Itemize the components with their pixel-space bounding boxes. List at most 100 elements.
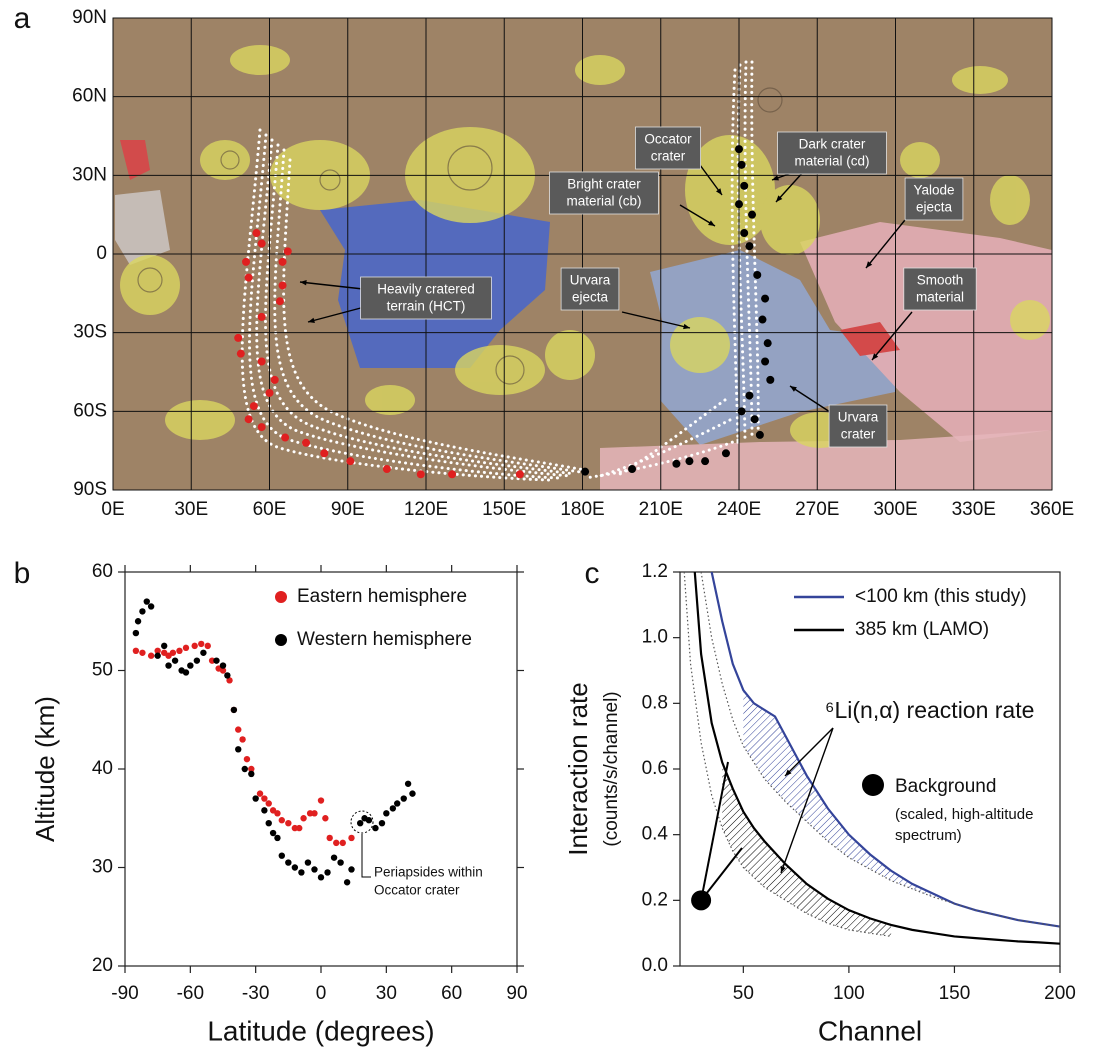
hatch-area [722,762,892,937]
data-point [219,662,227,669]
y-tick-label: 60S [73,400,107,421]
data-point [213,657,220,664]
x-tick-label: 90 [506,983,527,1004]
annotation-box [903,267,977,311]
annotation-text: ejecta [916,200,953,215]
y-axis-title: Altitude (km) [30,696,60,842]
data-point [416,470,425,479]
y-tick-label: 0.0 [642,955,668,976]
annotation-box [777,131,887,175]
x-tick-label: -60 [177,983,204,1004]
map-annotation: Heavily cratered terrain (HCT) [299,276,492,323]
annotation-box [549,171,659,215]
arrow-head [772,175,779,181]
data-point [265,388,274,397]
annotation-box [360,276,492,320]
data-point [372,824,379,832]
panel-label: b [14,557,31,590]
data-point [672,459,681,468]
data-point [249,402,258,411]
data-point [761,357,770,366]
x-tick-label: -30 [242,983,269,1004]
x-tick-label: 90E [331,499,365,520]
y-tick-label: 60 [92,561,113,582]
y-tick-label: 30 [92,857,113,878]
annotation-text: Urvara [838,410,879,425]
data-point [326,834,333,842]
x-axis-title: Latitude (degrees) [207,1015,434,1046]
x-tick-label: 30E [174,499,208,520]
annotation-leader [361,834,371,878]
data-point [239,736,246,743]
arrow-head [708,220,715,226]
data-point [252,229,261,238]
data-point [265,819,272,827]
panel-label: c [585,557,600,590]
data-point [317,874,325,881]
data-point [357,819,364,827]
data-point [182,669,190,676]
x-tick-label: 150 [939,983,971,1004]
data-point [278,852,285,859]
data-point [244,415,253,424]
data-point [256,790,264,797]
x-tick-label: 30 [376,983,397,1004]
data-point [766,375,775,384]
y-tick-label: 0.2 [642,889,668,910]
x-tick-label: -90 [111,983,138,1004]
data-point [147,652,155,659]
x-tick-label: 100 [833,983,865,1004]
data-point [320,449,329,458]
x-tick-label: 180E [560,499,604,520]
x-tick-label: 0 [316,983,327,1004]
arrow-head [790,386,797,392]
data-point [721,449,730,458]
annotation-text: material (cb) [566,194,641,209]
arrow-head [308,317,315,323]
data-point [165,662,172,669]
data-point [226,677,233,684]
data-point [745,242,754,251]
data-point [311,866,318,873]
data-point [248,770,255,778]
map-annotation: Occator crater [635,126,723,196]
data-point [171,657,179,664]
annotation-arrow [789,385,831,413]
data-point [270,375,279,384]
data-point [242,257,251,266]
annotation-box [904,177,964,221]
data-point [758,315,767,324]
annotation-text: Smooth [917,273,964,288]
data-point [261,795,268,802]
legend-label: <100 km (this study) [855,586,1027,607]
annotation: ⁶Li(n,α) reaction rate [780,697,1034,874]
data-point [132,629,140,637]
data-point [383,810,390,817]
data-point [275,297,284,306]
data-point [274,834,281,842]
data-point [343,879,351,886]
data-point [154,647,161,654]
data-point [685,457,694,466]
data-point [311,810,318,817]
data-point [285,859,292,866]
data-point [161,642,168,650]
data-point [274,810,281,817]
data-point [409,790,416,797]
data-point [285,819,292,827]
y-tick-label: 20 [92,955,113,976]
data-point [261,807,268,814]
legend-label: 385 km (LAMO) [855,619,989,640]
annotation-arrow [784,727,834,777]
x-tick-label: 270E [795,499,839,520]
data-point [763,339,772,348]
arrow-head [785,769,792,776]
data-point [298,869,305,876]
x-tick-label: 60 [441,983,462,1004]
data-point [257,312,266,321]
arrow-head [683,323,690,330]
annotation-text: Urvara [570,273,611,288]
data-point [737,160,746,169]
hatch-area [743,690,955,904]
x-tick-label: 330E [952,499,996,520]
